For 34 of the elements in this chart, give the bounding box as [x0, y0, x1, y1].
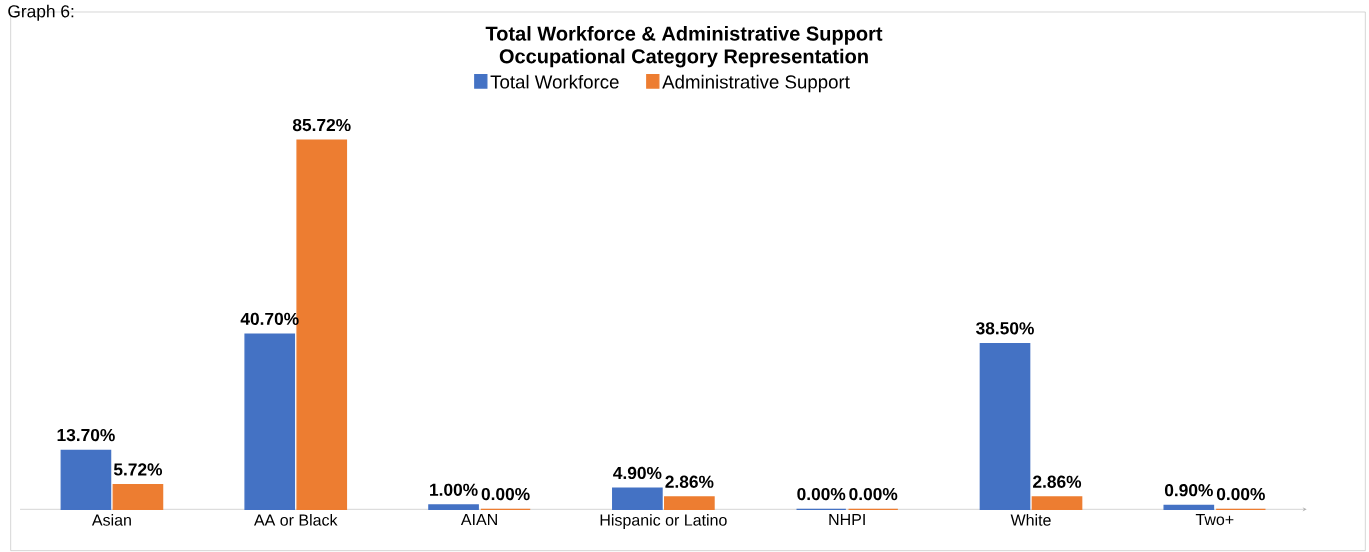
x-tick-label: AA or Black [253, 514, 338, 526]
bar [60, 449, 112, 510]
chart-title: Total Workforce & Administrative Support [485, 26, 883, 45]
legend-label: Total Workforce [490, 74, 619, 89]
chart-subtitle: Occupational Category Representation [499, 48, 868, 68]
data-label: 2.86% [1033, 475, 1082, 488]
bar [112, 484, 164, 510]
bar [1031, 496, 1083, 510]
data-label: 0.00% [849, 487, 898, 501]
data-label: 0.90% [1164, 484, 1213, 497]
x-tick-label: Two+ [1195, 514, 1234, 526]
data-label: 1.00% [430, 483, 478, 496]
data-label: 85.72% [292, 118, 351, 132]
x-tick-label: NHPI [829, 514, 865, 526]
x-tick-label: White [1010, 514, 1051, 526]
data-label: 13.70% [57, 428, 115, 442]
bar [244, 333, 296, 510]
data-label: 0.00% [481, 487, 530, 501]
legend-label: Administrative Support [662, 74, 850, 93]
data-label: 5.72% [113, 463, 163, 476]
caption: Graph 6: [8, 4, 74, 21]
data-label: 2.86% [665, 475, 714, 488]
bar [979, 342, 1031, 510]
x-tick-label: Asian [91, 514, 131, 526]
bar [664, 496, 715, 510]
data-label: 38.50% [976, 322, 1034, 335]
data-label: 0.00% [1216, 487, 1265, 501]
data-label: 4.90% [613, 466, 662, 480]
bar [1163, 504, 1215, 510]
x-tick-label: AIAN [460, 514, 497, 526]
bar [428, 504, 479, 510]
bar [612, 487, 663, 510]
x-tick-label: Hispanic or Latino [600, 514, 727, 529]
data-label: 0.00% [797, 487, 846, 501]
